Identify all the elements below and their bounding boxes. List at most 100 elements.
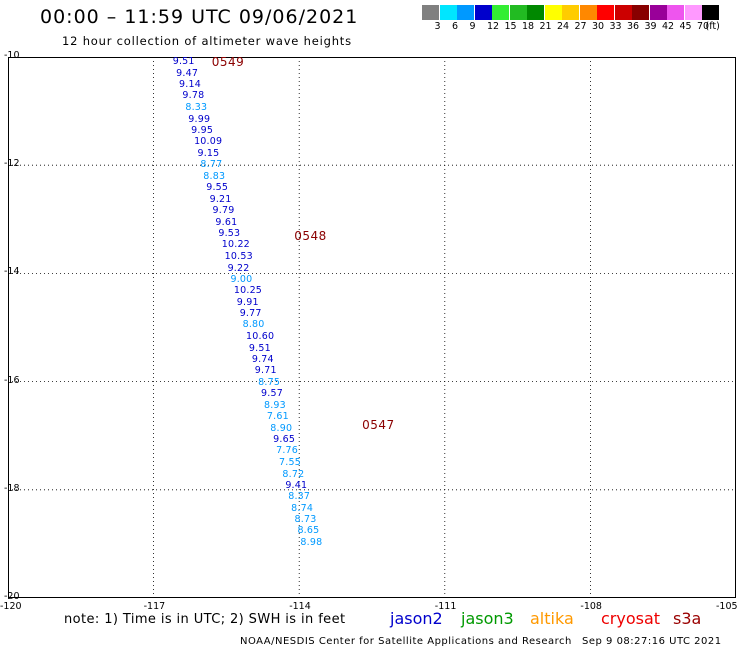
legend-tick-label: 27 <box>574 21 587 32</box>
legend-swatch <box>597 5 614 20</box>
wave-height-label: 9.15 <box>197 147 220 159</box>
legend-tick-label: 18 <box>522 21 535 32</box>
longitude-tick-label: -105 <box>716 601 738 612</box>
longitude-tick-label: -117 <box>143 601 166 612</box>
pass-time-label: 0547 <box>362 417 395 432</box>
legend-swatch <box>439 5 457 20</box>
wave-height-label: 8.98 <box>300 536 323 548</box>
legend-tick-label: 36 <box>627 21 640 32</box>
wave-height-label: 8.80 <box>242 319 265 331</box>
legend-swatch <box>544 5 562 20</box>
wave-height-label: 7.55 <box>279 456 301 468</box>
wave-height-label: 8.33 <box>185 101 208 113</box>
legend-swatch <box>422 5 439 20</box>
wave-height-label: 9.51 <box>248 342 271 354</box>
wave-height-label: 8.65 <box>297 525 320 537</box>
legend-swatch <box>509 5 527 20</box>
wave-height-label: 7.61 <box>266 411 289 423</box>
latitude-tick-label: -16 <box>4 374 20 386</box>
legend-tick-label: 30 <box>592 21 605 32</box>
wave-height-label: 8.83 <box>203 170 226 182</box>
longitude-tick-label: -108 <box>580 601 602 612</box>
legend-swatch <box>579 5 597 20</box>
wave-height-label: 10.53 <box>224 250 253 262</box>
footer-timestamp: Sep 9 08:27:16 UTC 2021 <box>582 636 722 647</box>
satellite-jason3-label: jason3 <box>461 609 514 628</box>
wave-height-label: 10.09 <box>194 136 223 148</box>
wave-height-label: 10.60 <box>246 331 275 343</box>
wave-height-label: 9.79 <box>212 205 235 217</box>
wave-height-label: 9.78 <box>182 90 205 102</box>
latitude-tick-label: -18 <box>4 482 20 494</box>
legend-unit-label: (ft) <box>705 21 720 32</box>
wave-height-label: 9.99 <box>188 113 211 125</box>
wave-height-label: 8.77 <box>200 159 223 171</box>
units-note: note: 1) Time is in UTC; 2) SWH is in fe… <box>64 612 346 627</box>
pass-time-label: 0549 <box>211 55 245 70</box>
latitude-tick-label: -12 <box>4 158 20 170</box>
wave-height-label: 8.74 <box>291 502 314 514</box>
legend-tick-label: 15 <box>504 21 517 32</box>
wave-height-label: 9.61 <box>215 216 238 228</box>
legend-swatch <box>684 5 702 20</box>
wave-height-label: 9.00 <box>230 273 253 285</box>
map-title: 00:00 – 11:59 UTC 09/06/2021 <box>40 6 359 28</box>
legend-tick-label: 24 <box>557 21 570 32</box>
longitude-tick-label: -114 <box>289 601 311 612</box>
legend-tick-label: 42 <box>662 21 675 32</box>
wave-height-label: 9.65 <box>273 434 296 446</box>
legend-tick-label: 12 <box>487 21 500 32</box>
legend-swatch <box>632 5 649 20</box>
wave-height-label: 8.72 <box>282 468 305 480</box>
legend-swatch <box>474 5 492 20</box>
wave-height-label: 8.37 <box>288 491 311 503</box>
legend-swatch <box>614 5 632 20</box>
satellite-jason2-label: jason2 <box>390 609 443 628</box>
legend-swatch <box>457 5 474 20</box>
wave-height-label: 9.51 <box>172 56 195 68</box>
wave-height-label: 9.22 <box>227 262 250 274</box>
footer-credit: NOAA/NESDIS Center for Satellite Applica… <box>240 636 572 647</box>
legend-swatch <box>702 5 719 20</box>
wave-height-label: 9.41 <box>285 480 308 491</box>
wave-height-label: 9.55 <box>206 181 229 193</box>
longitude-tick-label: -120 <box>0 601 22 612</box>
longitude-tick-label: -111 <box>434 601 457 612</box>
satellite-altika-label: altika <box>530 609 574 628</box>
wave-height-label: 9.91 <box>236 296 259 308</box>
legend-swatch <box>492 5 509 20</box>
wave-height-label: 8.93 <box>263 399 286 411</box>
wave-height-label: 9.71 <box>254 365 277 377</box>
wave-height-label: 9.77 <box>239 307 262 319</box>
wave-height-label: 7.76 <box>276 445 299 457</box>
legend-tick-label: 45 <box>679 21 692 32</box>
wave-height-label: 9.47 <box>176 67 199 79</box>
wave-height-label: 9.53 <box>218 227 241 239</box>
wave-height-label: 9.21 <box>209 193 232 205</box>
latitude-tick-label: -10 <box>4 50 20 61</box>
legend-tick-label: 70 <box>697 21 710 32</box>
wave-height-label: 9.57 <box>261 388 283 400</box>
legend-tick-label: 39 <box>644 21 657 32</box>
satellite-s3a-label: s3a <box>673 609 702 628</box>
wave-height-label: 10.22 <box>221 239 250 251</box>
wave-height-label: 8.73 <box>294 514 317 526</box>
legend-tick-label: 33 <box>609 21 622 32</box>
wave-height-label: 8.75 <box>258 376 281 388</box>
legend-swatch <box>649 5 667 20</box>
legend-tick-label: 3 <box>434 21 441 32</box>
wave-height-label: 10.25 <box>233 285 263 297</box>
map-border <box>8 57 736 598</box>
pass-time-label: 0548 <box>294 228 327 243</box>
legend-swatch <box>562 5 579 20</box>
legend-tick-label: 6 <box>452 21 459 32</box>
legend-tick-label: 21 <box>539 21 552 32</box>
wave-height-label: 9.74 <box>251 353 274 365</box>
wave-height-label: 9.95 <box>191 125 214 137</box>
latitude-tick-label: -20 <box>4 591 20 602</box>
satellite-cryosat-label: cryosat <box>601 609 661 628</box>
map-plot-area <box>8 57 736 598</box>
wave-height-label: 9.14 <box>179 79 201 91</box>
map-subtitle: 12 hour collection of altimeter wave hei… <box>62 34 352 48</box>
legend-tick-label: 9 <box>469 21 476 32</box>
